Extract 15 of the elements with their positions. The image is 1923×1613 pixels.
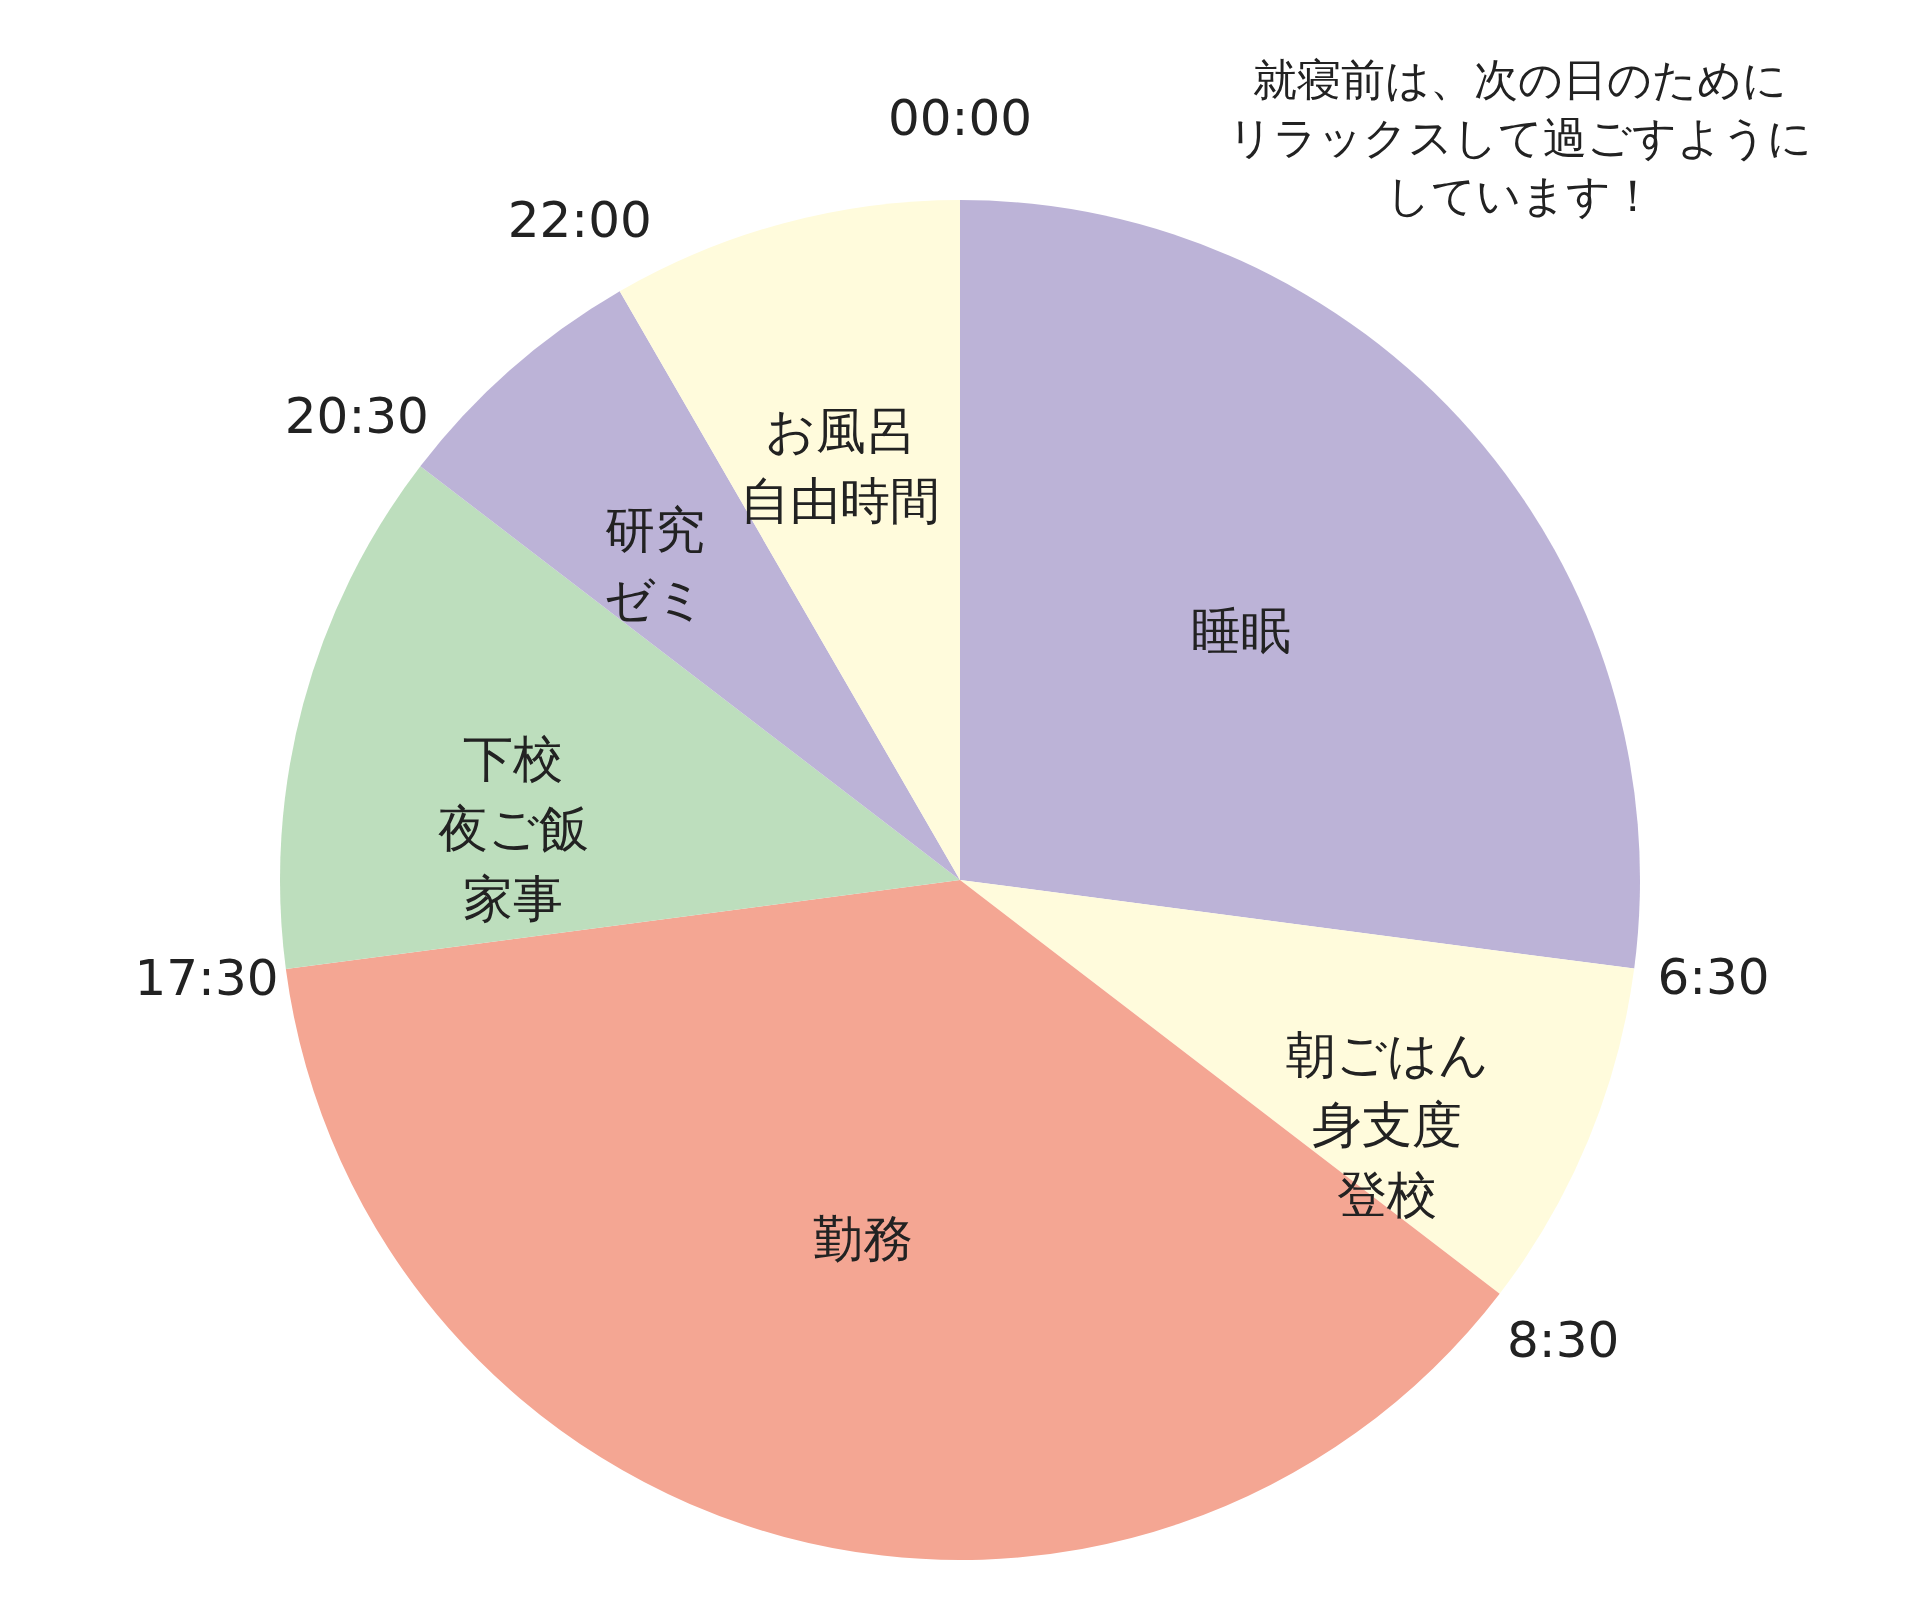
slice-label: 睡眠: [1191, 602, 1292, 661]
slice-label: お風呂自由時間: [740, 402, 941, 531]
text: 22:00: [507, 190, 652, 249]
text: 就寝前は、次の日のためにリラックスして過ごすようにしています！: [1228, 54, 1812, 221]
text: 17:30: [134, 948, 279, 1007]
slice-label: 研究ゼミ: [603, 501, 706, 630]
text: 20:30: [284, 386, 429, 445]
slice-label: 下校夜ご飯家事: [437, 729, 589, 928]
pie-slice: [960, 880, 1635, 1294]
text: 6:30: [1657, 948, 1770, 1007]
pie-slice: [280, 466, 960, 970]
slice-label: 勤務: [813, 1210, 914, 1269]
text: 8:30: [1507, 1311, 1620, 1370]
slice-label: 朝ごはん身支度登校: [1285, 1025, 1489, 1224]
text: 00:00: [887, 89, 1033, 147]
